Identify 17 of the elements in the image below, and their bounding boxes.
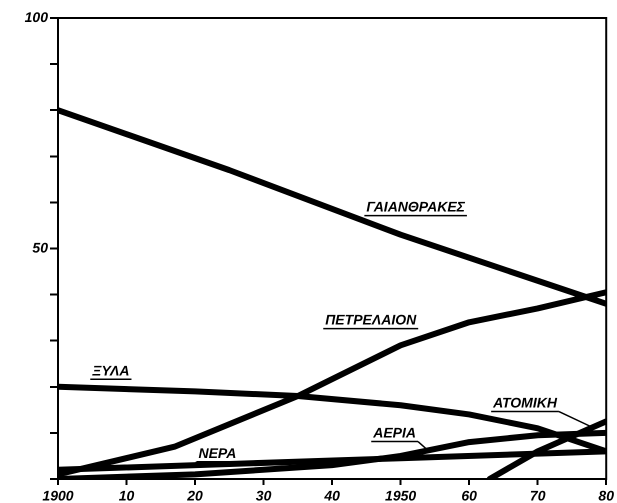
series-label: ΑΕΡΙΑ: [372, 424, 416, 441]
series-label: ΓΑΙΑΝΘΡΑΚΕΣ: [366, 198, 466, 215]
x-tick-label: 60: [461, 487, 478, 503]
series-label: ΠΕΤΡΕΛΑΙΟΝ: [325, 312, 418, 328]
x-tick-label: 30: [256, 487, 272, 503]
y-tick-label: 50: [32, 239, 48, 256]
y-tick-label: 100: [24, 8, 48, 25]
x-tick-label: 70: [530, 487, 546, 503]
x-tick-label: 1950: [385, 487, 416, 503]
series-label: ΞΥΛΑ: [91, 362, 130, 378]
x-tick-label: 10: [118, 487, 135, 503]
text: ΑΤΟΜΙΚΗ: [492, 394, 558, 411]
series-label: ΝΕΡΑ: [198, 444, 236, 461]
x-tick-label: 40: [323, 487, 340, 503]
x-tick-label: 1900: [42, 487, 74, 503]
x-tick-label: 20: [186, 487, 204, 503]
x-tick-label: 80: [598, 487, 614, 503]
